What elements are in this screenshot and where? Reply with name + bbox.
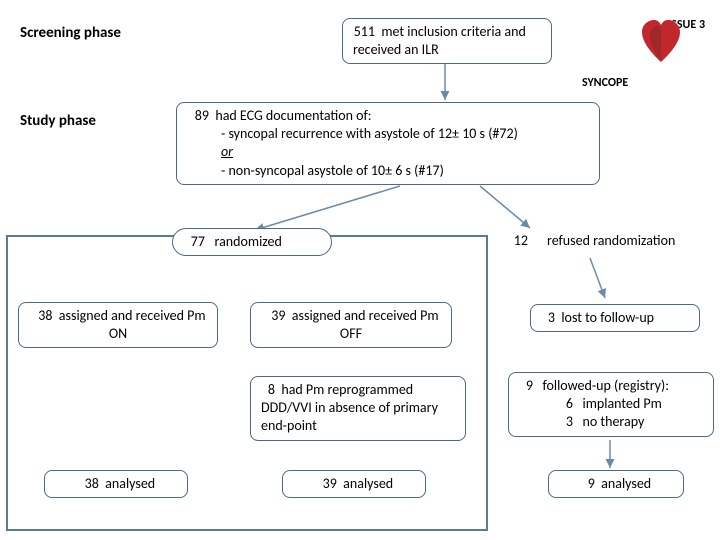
randomized-n: 77 (183, 233, 205, 251)
lost-n: 3 (541, 309, 555, 327)
followup-sub2-n: 3 (559, 413, 573, 431)
study-line1: had ECG documentation of: (215, 107, 371, 124)
study-line2: - syncopal recurrence with asystole of 1… (187, 125, 589, 143)
syncope-label: SYNCOPE (582, 76, 628, 90)
randomized-text: randomized (215, 233, 282, 250)
pm-off-text: assigned and received Pm OFF (292, 307, 439, 342)
lost-box: 3 lost to follow-up (530, 304, 700, 332)
heart-logo-icon (640, 18, 682, 66)
refused-text: refused randomization (547, 232, 675, 249)
followup-sub2: no therapy (583, 413, 645, 430)
followup-sub1-n: 6 (559, 395, 573, 413)
screening-n: 511 (353, 23, 375, 41)
reprogrammed-text: had Pm reprogrammed DDD/VVI in absence o… (261, 381, 438, 434)
study-line3: - non-syncopal asystole of 10± 6 s (#17) (187, 162, 589, 180)
followup-line1: followed-up (registry): (543, 377, 669, 394)
screening-box: 511 met inclusion criteria and received … (342, 18, 552, 64)
analysed39-text: analysed (343, 475, 393, 492)
reprogrammed-n: 8 (261, 381, 275, 399)
pm-on-box: 38 assigned and received Pm ON (18, 302, 218, 348)
followup-sub1: implanted Pm (583, 395, 662, 412)
pm-off-n: 39 (263, 307, 285, 325)
analysed39-box: 39 analysed (282, 470, 426, 498)
refused-n: 12 (506, 232, 528, 249)
followup-n: 9 (519, 377, 533, 395)
refused-row: 12 refused randomization (506, 232, 675, 249)
analysed9-box: 9 analysed (548, 470, 684, 498)
screening-text: met inclusion criteria and received an I… (353, 23, 526, 58)
study-or: or (187, 143, 589, 161)
analysed38-n: 38 (77, 475, 99, 493)
pm-on-text: assigned and received Pm ON (59, 307, 206, 342)
analysed9-n: 9 (581, 475, 595, 493)
analysed39-n: 39 (315, 475, 337, 493)
study-box: 89 had ECG documentation of: - syncopal … (176, 102, 600, 185)
lost-text: lost to follow-up (561, 309, 654, 326)
analysed38-box: 38 analysed (44, 470, 188, 498)
analysed9-text: analysed (601, 475, 651, 492)
pm-off-box: 39 assigned and received Pm OFF (250, 302, 452, 348)
analysed38-text: analysed (105, 475, 155, 492)
followup-box: 9 followed-up (registry): 6 implanted Pm… (508, 372, 714, 437)
randomized-box: 77 randomized (172, 228, 332, 256)
reprogrammed-box: 8 had Pm reprogrammed DDD/VVI in absence… (250, 376, 466, 441)
pm-on-n: 38 (30, 307, 52, 325)
study-phase-label: Study phase (20, 112, 96, 130)
study-n: 89 (187, 107, 209, 125)
screening-phase-label: Screening phase (20, 24, 121, 42)
